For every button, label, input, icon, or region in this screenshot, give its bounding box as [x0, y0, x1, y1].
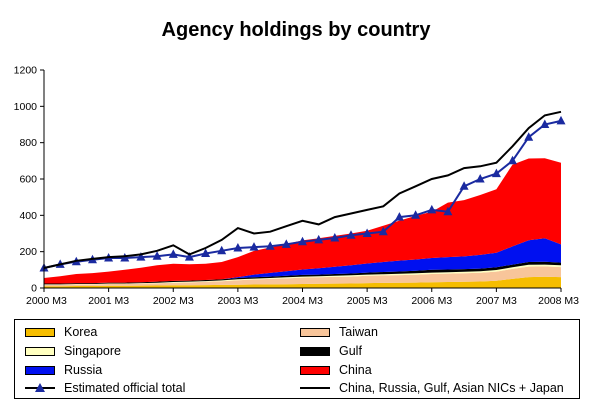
point-estimated-official-total — [524, 132, 534, 141]
legend-label: China — [339, 363, 372, 377]
point-estimated-official-total — [249, 242, 259, 251]
point-estimated-official-total — [475, 174, 485, 183]
point-estimated-official-total — [184, 252, 194, 261]
legend-item-estimated-official-total: Estimated official total — [25, 379, 185, 397]
legend-label: Singapore — [64, 344, 121, 358]
point-estimated-official-total — [314, 234, 324, 244]
y-tick-label: 1000 — [14, 101, 38, 113]
y-tick-label: 200 — [19, 246, 37, 258]
legend-swatch-korea — [25, 327, 55, 337]
y-tick-label: 400 — [19, 210, 37, 222]
x-tick-label: 2000 M3 — [26, 295, 67, 307]
point-estimated-official-total — [330, 233, 340, 242]
area-taiwan — [44, 266, 561, 287]
legend-item-korea: Korea — [25, 323, 97, 341]
legend-item-russia: Russia — [25, 361, 102, 379]
point-estimated-official-total — [556, 115, 566, 125]
x-tick-label: 2002 M3 — [153, 295, 194, 307]
point-estimated-official-total — [443, 206, 453, 216]
point-estimated-official-total — [362, 228, 372, 237]
line-china-russia-gulf-asian-nics-japan — [43, 110, 562, 269]
triangle-marker-icon — [25, 382, 55, 394]
point-estimated-official-total — [491, 168, 501, 178]
chart: Agency holdings by country 0 200 400 600 800… — [14, 19, 580, 307]
x-tick-label: 2005 M3 — [347, 295, 388, 307]
point-estimated-official-total — [168, 249, 178, 258]
point-estimated-official-total — [298, 236, 307, 246]
point-estimated-official-total — [411, 210, 421, 219]
point-estimated-official-total — [540, 119, 550, 128]
point-estimated-official-total — [459, 181, 469, 190]
legend-swatch-russia — [25, 365, 55, 375]
y-tick-label: 800 — [19, 137, 37, 149]
legend-label: Gulf — [339, 344, 362, 358]
area-korea — [44, 276, 561, 288]
legend-item-singapore: Singapore — [25, 342, 121, 360]
x-tick-label: 2006 M3 — [411, 295, 452, 307]
point-estimated-official-total — [136, 252, 146, 261]
legend: Korea Taiwan Singapore Gulf Russia China… — [14, 319, 580, 399]
legend-item-china: China — [300, 361, 372, 379]
plot-area — [39, 110, 566, 288]
point-estimated-official-total — [427, 204, 437, 214]
point-estimated-official-total — [378, 226, 388, 236]
x-tick-label: 2004 M3 — [282, 295, 323, 307]
legend-label: China, Russia, Gulf, Asian NICs + Japan — [339, 381, 564, 395]
point-estimated-official-total — [265, 241, 275, 250]
area-china — [44, 158, 561, 284]
point-estimated-official-total — [201, 248, 211, 257]
y-tick-label: 1200 — [14, 65, 38, 77]
x-tick-label: 2003 M3 — [217, 295, 258, 307]
legend-label: Taiwan — [339, 325, 378, 339]
x-tick-label: 2008 M3 — [538, 295, 579, 307]
legend-swatch-china — [300, 365, 330, 375]
area-russia — [44, 238, 561, 284]
y-tick-label: 600 — [19, 174, 37, 186]
point-estimated-official-total — [346, 230, 356, 239]
legend-item-taiwan: Taiwan — [300, 323, 378, 341]
legend-swatch-gulf — [300, 346, 330, 356]
legend-label: Korea — [64, 325, 98, 339]
point-estimated-official-total — [394, 212, 404, 221]
legend-item-china-russia-gulf-nics-japan: China, Russia, Gulf, Asian NICs + Japan — [300, 379, 564, 397]
x-tick-label: 2007 M3 — [476, 295, 517, 307]
legend-swatch-singapore — [25, 346, 55, 356]
y-axis: 0 200 400 600 800 1000 1200 — [14, 65, 45, 295]
point-estimated-official-total — [233, 243, 243, 252]
chart-title: Agency holdings by country — [162, 19, 432, 41]
legend-swatch-taiwan — [300, 327, 330, 337]
point-estimated-official-total — [120, 253, 130, 262]
point-estimated-official-total — [508, 155, 517, 165]
x-tick-label: 2001 M3 — [88, 295, 129, 307]
point-estimated-official-total — [281, 239, 291, 248]
legend-label: Russia — [64, 363, 103, 377]
point-estimated-official-total — [217, 245, 227, 255]
line-marker-icon — [300, 382, 330, 394]
legend-item-gulf: Gulf — [300, 342, 362, 360]
point-estimated-official-total — [152, 251, 162, 260]
y-tick-label: 0 — [31, 283, 37, 295]
legend-label: Estimated official total — [64, 381, 186, 395]
x-axis: 2000 M3 2001 M3 2002 M3 2003 M3 2004 M3 2005 … — [26, 287, 579, 307]
